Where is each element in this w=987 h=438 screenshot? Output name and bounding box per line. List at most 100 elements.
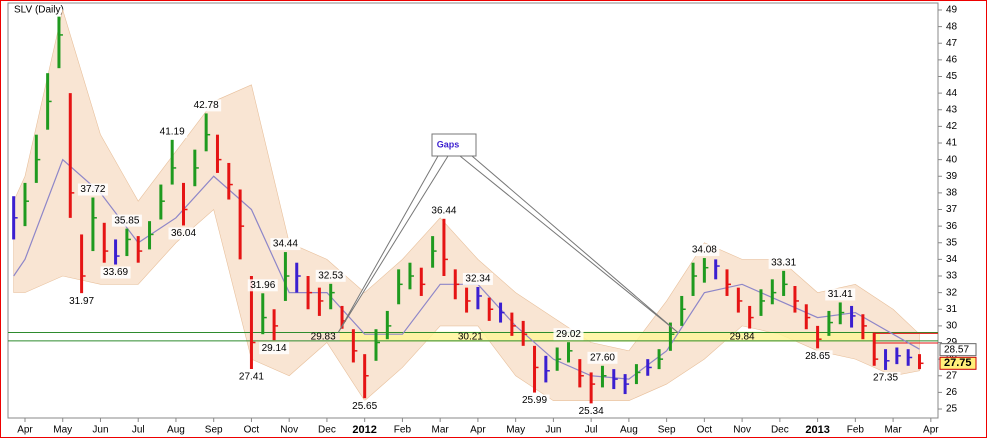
x-tick-label: Aug: [620, 425, 638, 436]
annotation-box: [802, 350, 833, 363]
y-tick-label: 32: [946, 287, 958, 298]
y-tick-label: 38: [946, 188, 958, 199]
x-tick-label: Jun: [92, 425, 108, 436]
zone-label: 29.83: [311, 331, 336, 342]
y-tick-label: 48: [946, 21, 958, 32]
y-tick-label: 26: [946, 387, 958, 398]
y-tick-label: 43: [946, 104, 958, 115]
annotation-box: [462, 272, 493, 285]
x-tick-label: Mar: [884, 425, 902, 436]
x-tick-label: 2012: [352, 424, 376, 436]
chart-title: SLV (Daily): [14, 5, 64, 16]
annotation: 34.44: [273, 239, 298, 250]
y-tick-label: 41: [946, 138, 958, 149]
zone-label: 29.84: [730, 331, 755, 342]
x-tick-label: Sep: [658, 425, 676, 436]
annotation-box: [768, 256, 799, 269]
x-tick-label: Aug: [167, 425, 185, 436]
annotation: 31.96: [250, 280, 275, 291]
annotation: 27.35: [873, 373, 898, 384]
annotation-box: [553, 328, 584, 341]
y-tick-label: 49: [946, 5, 958, 16]
annotation: 25.99: [522, 395, 547, 406]
annotation-box: [66, 295, 97, 308]
x-tick-label: May: [53, 425, 72, 436]
x-tick-label: Dec: [318, 425, 336, 436]
price-tag-box: [939, 356, 977, 370]
y-tick-label: 39: [946, 171, 958, 182]
annotation: 29.14: [262, 343, 287, 354]
y-tick-label: 44: [946, 88, 958, 99]
annotation-box: [587, 351, 618, 364]
x-tick-label: Jun: [545, 425, 561, 436]
annotation: 31.41: [828, 289, 853, 300]
gap-zone: [339, 331, 880, 342]
annotation: 35.85: [114, 215, 139, 226]
x-tick-label: Apr: [17, 425, 33, 436]
annotation: 25.34: [579, 406, 604, 417]
price-tag: 28.57: [944, 344, 969, 355]
annotation-box: [168, 227, 199, 240]
y-tick-label: 37: [946, 204, 958, 215]
annotation-box: [349, 400, 380, 413]
x-tick-label: Feb: [394, 425, 412, 436]
x-tick-label: Apr: [470, 425, 486, 436]
annotation-box: [236, 370, 267, 383]
annotation-box: [689, 244, 720, 257]
x-tick-label: Nov: [280, 425, 298, 436]
annotation: 31.97: [69, 296, 94, 307]
y-tick-label: 47: [946, 38, 958, 49]
annotation: 42.78: [194, 100, 219, 111]
annotation: 36.44: [431, 205, 456, 216]
bollinger-band: [13, 8, 920, 402]
callout-box: [431, 133, 477, 157]
annotation: 41.19: [160, 126, 185, 137]
annotation: 34.08: [692, 245, 717, 256]
x-tick-label: Jul: [585, 425, 598, 436]
annotation-box: [247, 279, 278, 292]
y-tick-label: 36: [946, 221, 958, 232]
annotation-box: [315, 269, 346, 282]
y-tick-label: 40: [946, 154, 958, 165]
y-tick-label: 30: [946, 321, 958, 332]
y-tick-label: 35: [946, 237, 958, 248]
annotation-box: [428, 204, 459, 217]
annotation: 33.31: [771, 257, 796, 268]
x-tick-label: Mar: [432, 425, 450, 436]
x-tick-label: Nov: [733, 425, 751, 436]
annotation: 37.72: [80, 184, 105, 195]
x-tick-label: May: [506, 425, 525, 436]
x-tick-label: Dec: [771, 425, 789, 436]
annotation-box: [157, 125, 188, 138]
annotation: 32.53: [318, 270, 343, 281]
annotation: 32.34: [465, 274, 490, 285]
y-tick-label: 34: [946, 254, 958, 265]
annotation-box: [270, 238, 301, 251]
y-tick-label: 42: [946, 121, 958, 132]
x-tick-label: Apr: [923, 425, 939, 436]
annotation: 25.65: [352, 401, 377, 412]
x-tick-label: Sep: [205, 425, 223, 436]
x-tick-label: 2013: [805, 424, 829, 436]
annotation: 29.02: [556, 329, 581, 340]
zone-label: 30.21: [458, 331, 483, 342]
callout-text: Gaps: [437, 139, 460, 149]
annotation: 28.65: [805, 351, 830, 362]
x-tick-label: Jul: [132, 425, 145, 436]
y-tick-label: 45: [946, 71, 958, 82]
x-tick-label: Oct: [244, 425, 260, 436]
x-tick-label: Feb: [847, 425, 865, 436]
annotation-box: [111, 214, 142, 227]
y-tick-label: 33: [946, 271, 958, 282]
y-tick-label: 46: [946, 55, 958, 66]
annotation-box: [870, 371, 901, 384]
y-tick-label: 29: [946, 337, 958, 348]
x-tick-label: Oct: [697, 425, 713, 436]
annotation-box: [191, 99, 222, 112]
annotation: 33.69: [103, 267, 128, 278]
annotation-box: [259, 342, 290, 355]
price-tag-box: [939, 343, 977, 357]
price-tag: 27.75: [944, 357, 972, 369]
annotation-box: [519, 394, 550, 407]
